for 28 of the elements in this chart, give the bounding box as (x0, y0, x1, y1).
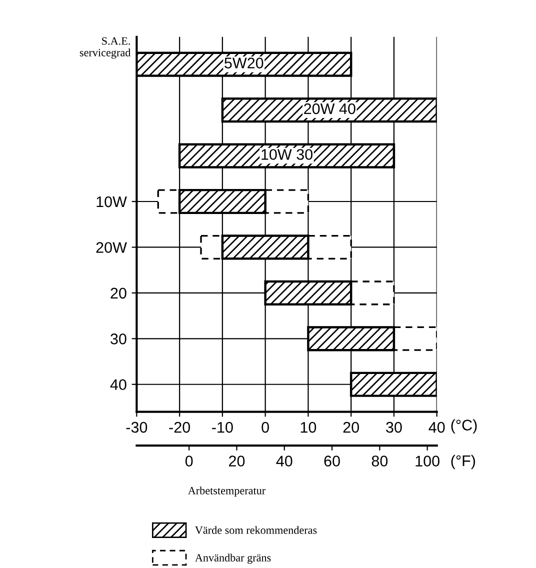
x2-tick-label: 40 (276, 456, 292, 466)
y-axis-title: S.A.E. servicegrad (80, 37, 131, 59)
x-tick-label: -30 (126, 422, 148, 433)
y-tick-label: 10W (96, 196, 127, 208)
x-tick-label: -20 (169, 422, 190, 433)
x2-tick-label: 100 (416, 456, 440, 466)
y-tick-label: 20 (110, 288, 126, 299)
x-tick-label: 10 (300, 422, 316, 433)
annotation: 20W 40 (304, 103, 356, 114)
annotation: 5W20 (224, 58, 264, 68)
legend-label: Användbar gräns (195, 554, 271, 564)
x2-tick-label: 80 (372, 456, 388, 466)
y-tick-label: 20W (96, 242, 127, 253)
x-tick-label: -10 (212, 422, 233, 433)
y-tick-label: 40 (110, 379, 126, 390)
x-axis-title: (°C) (451, 419, 477, 434)
y-tick-label: 30 (110, 334, 126, 344)
x-tick-label: 30 (386, 422, 402, 433)
x2-tick-label: 0 (185, 456, 193, 466)
x-tick-label: 0 (262, 422, 269, 433)
x2-tick-label: 60 (324, 456, 340, 466)
x-tick-label: 20 (343, 422, 359, 433)
x2-tick-label: 20 (229, 456, 245, 466)
annotation: 10W 30 (262, 149, 312, 160)
x2-axis-title: (°F) (451, 454, 476, 470)
text: Arbetstemperatur (188, 486, 266, 497)
legend-label: Värde som rekommenderas (195, 526, 317, 534)
x-tick-label: 40 (428, 422, 445, 433)
